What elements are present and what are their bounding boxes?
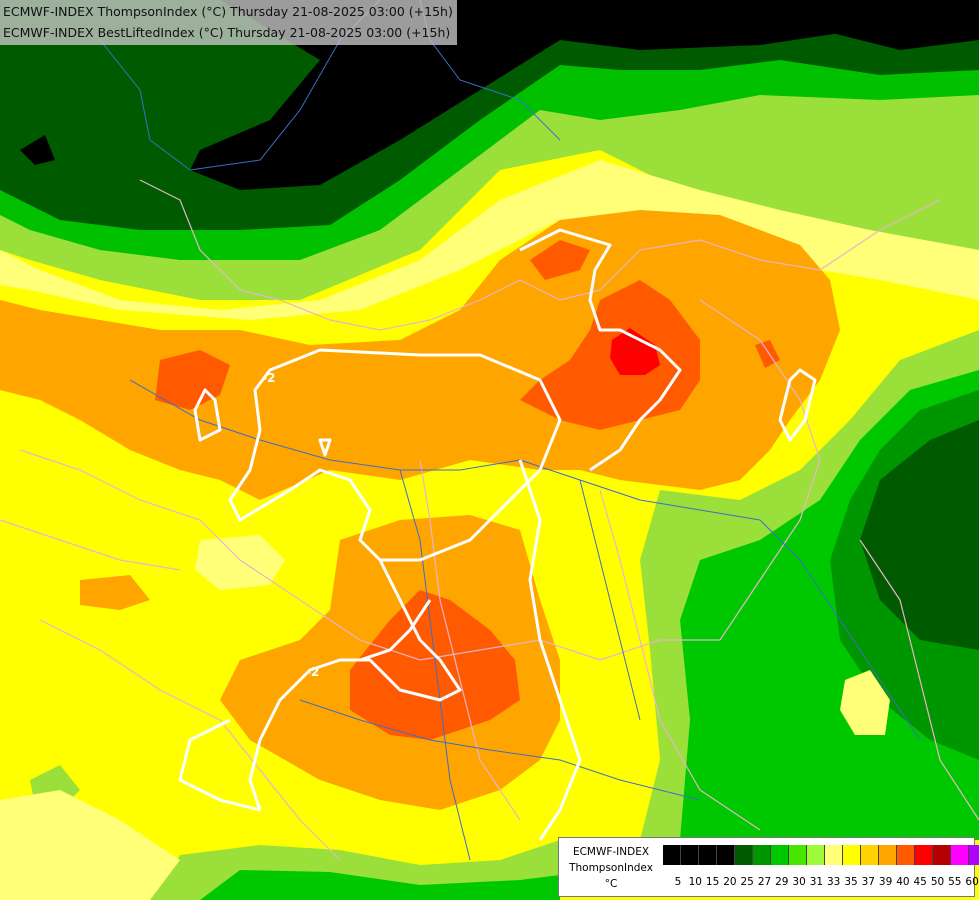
contour-labels: -2 -2 (262, 371, 319, 679)
legend-swatch (771, 845, 789, 865)
contour-north-ring (228, 348, 562, 562)
legend-swatch (807, 845, 825, 865)
legend-swatch (681, 845, 699, 865)
contour-south-ring (248, 559, 462, 811)
legend-tick-label: 50 (930, 876, 945, 888)
map-title-thompson-index: ECMWF-INDEX ThompsonIndex (°C) Thursday … (3, 4, 453, 19)
country-borders (0, 179, 979, 861)
legend-title-unit: °C (604, 878, 618, 890)
color-legend: ECMWF-INDEX ThompsonIndex °C 5 10 15 20 25 27… (558, 837, 979, 897)
legend-tick-label: 20 (723, 876, 737, 888)
legend-swatch (897, 845, 915, 865)
legend-swatch (969, 845, 979, 865)
field-black-west (20, 135, 55, 165)
contour-label-south: -2 (306, 665, 319, 679)
field-red-orange-north (530, 240, 590, 280)
field-green-south-dark (200, 870, 560, 900)
contour-southwest (178, 718, 261, 812)
contour-west-small (193, 388, 222, 442)
legend-swatch (717, 845, 735, 865)
legend-tick-label: 60 (965, 876, 979, 888)
legend-swatch (735, 845, 753, 865)
legend-tick-label: 10 (688, 876, 702, 888)
legend-swatch (663, 845, 681, 865)
legend-swatch (951, 845, 969, 865)
legend-swatch (789, 845, 807, 865)
legend-tick-label: 35 (844, 876, 858, 888)
contour-east-loop (519, 228, 682, 472)
field-black-north (190, 0, 900, 190)
contour-south-inner (359, 599, 432, 662)
legend-tick-label: 40 (896, 876, 910, 888)
field-orange-southwest (80, 575, 150, 610)
legend-tick-label: 55 (948, 876, 962, 888)
legend-tick-label: 5 (674, 876, 682, 888)
field-black-northeast (780, 0, 979, 50)
contour-southeast (518, 459, 582, 841)
legend-tick-label: 25 (740, 876, 754, 888)
rivers (99, 0, 921, 861)
legend-tick-label: 37 (861, 876, 875, 888)
legend-tick-label: 31 (809, 876, 824, 888)
field-pale-yellow-north (0, 160, 979, 320)
legend-swatch (861, 845, 879, 865)
legend-title-model: ECMWF-INDEX (572, 846, 650, 858)
legend-swatch (843, 845, 861, 865)
legend-swatch (699, 845, 717, 865)
legend-swatch (825, 845, 843, 865)
field-red-orange-east (520, 280, 700, 430)
legend-tick-label: 30 (792, 876, 806, 888)
field-pale-yellow-west (195, 535, 285, 590)
field-red-core (610, 328, 660, 375)
legend-tick-label: 29 (775, 876, 789, 888)
legend-tick-label: 27 (757, 876, 772, 888)
legend-tick-label: 45 (913, 876, 927, 888)
map-title-box: ECMWF-INDEX ThompsonIndex (°C) Thursday … (0, 0, 457, 45)
field-green-darker-east (860, 420, 979, 650)
legend-swatch (915, 845, 933, 865)
contour-label-north: -2 (262, 371, 275, 385)
map-title-best-lifted-index: ECMWF-INDEX BestLiftedIndex (°C) Thursda… (3, 25, 451, 40)
field-red-orange-south (350, 590, 520, 740)
legend-swatch (879, 845, 897, 865)
contour-lines (178, 228, 817, 841)
legend-swatch (933, 845, 951, 865)
legend-title-index: ThompsonIndex (569, 862, 653, 874)
legend-swatches (663, 845, 979, 865)
legend-swatch (753, 845, 771, 865)
field-pale-yellow-south (0, 790, 180, 900)
legend-tick-label: 33 (827, 876, 841, 888)
contour-east-edge (778, 368, 817, 442)
field-green-patch-east (840, 670, 890, 735)
legend-tick-label: 39 (878, 876, 893, 888)
legend-tick-label: 15 (705, 876, 720, 888)
contour-small-a (318, 438, 332, 457)
